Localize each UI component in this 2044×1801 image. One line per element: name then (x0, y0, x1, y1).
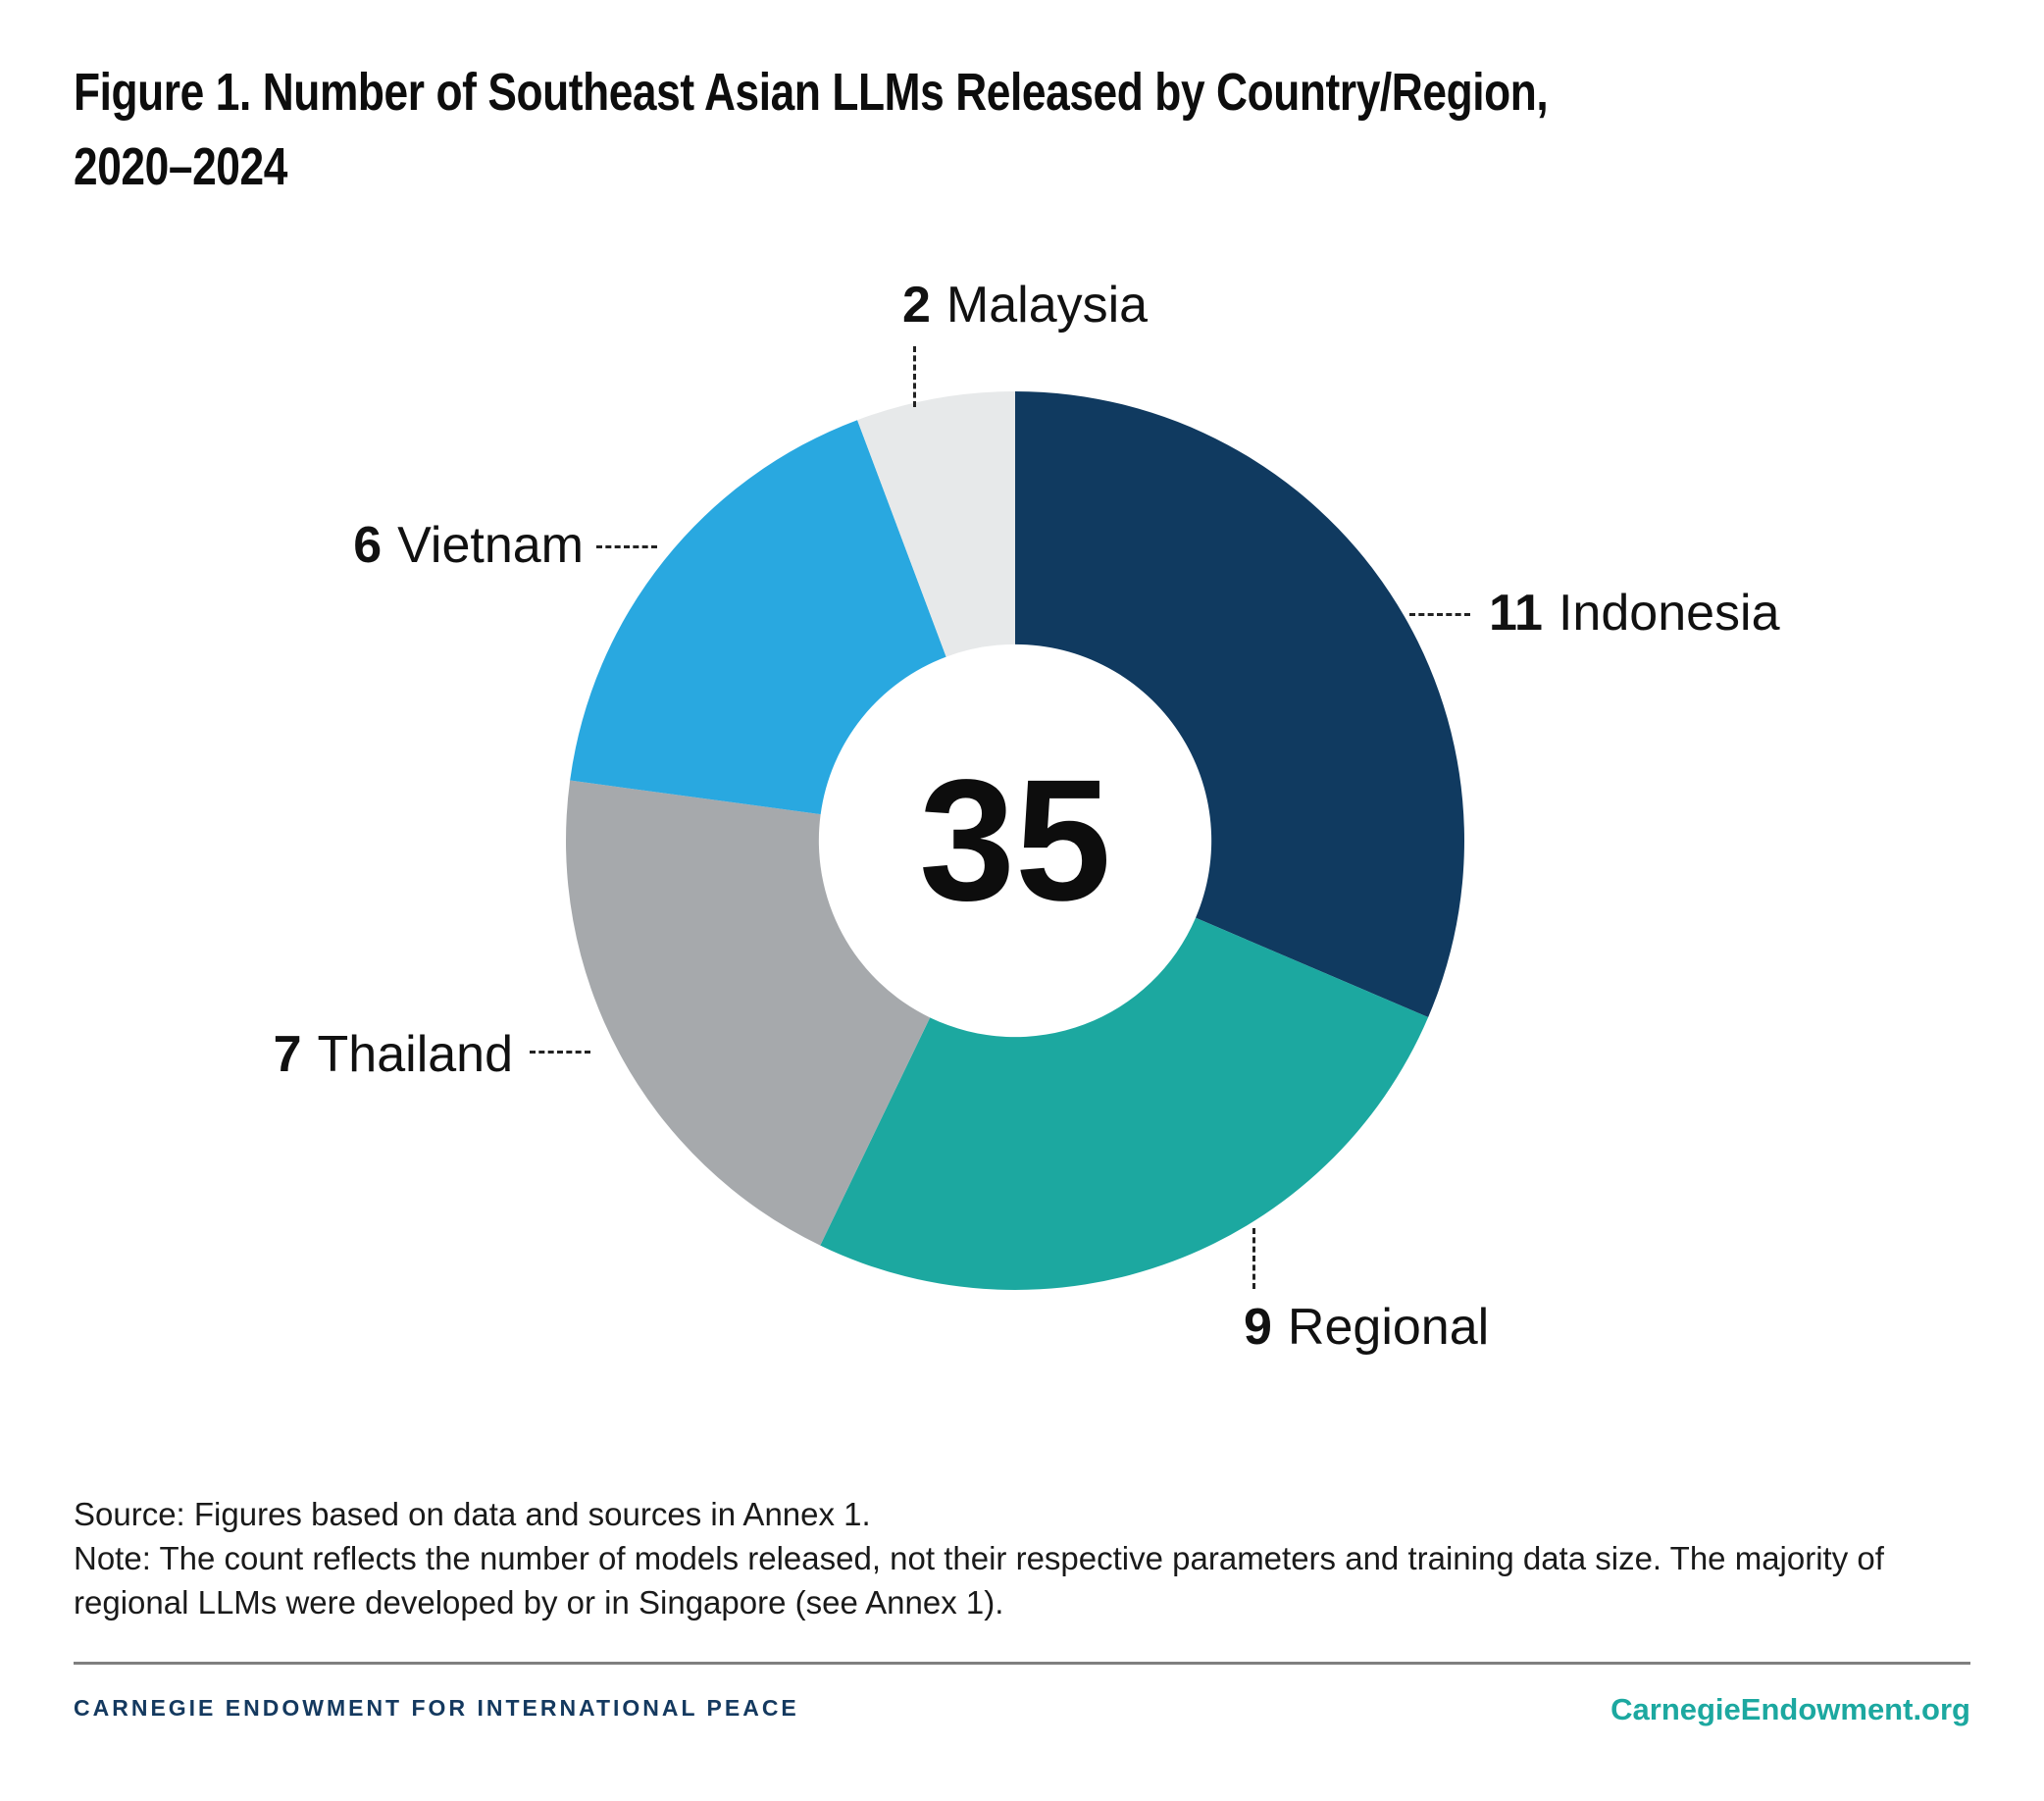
slice-value-malaysia: 2 (902, 277, 931, 334)
leader-line-thailand (530, 1051, 590, 1054)
donut-center-total: 35 (919, 745, 1111, 937)
footer-divider (74, 1662, 1970, 1665)
slice-name-vietnam: Vietnam (397, 517, 584, 574)
slice-value-indonesia: 11 (1489, 585, 1543, 642)
figure-title-line-2: 2020–2024 (74, 137, 287, 196)
footer-org-name: CARNEGIE ENDOWMENT FOR INTERNATIONAL PEA… (74, 1695, 799, 1721)
slice-label-regional: 9 Regional (1244, 1299, 1489, 1356)
slice-label-indonesia: 11 Indonesia (1489, 585, 1780, 642)
note-text: Note: The count reflects the number of m… (74, 1540, 1884, 1621)
leader-line-regional (1252, 1228, 1255, 1289)
slice-value-thailand: 7 (273, 1026, 302, 1083)
slice-name-regional: Regional (1287, 1299, 1490, 1356)
slice-name-malaysia: Malaysia (945, 277, 1149, 334)
slice-value-regional: 9 (1244, 1299, 1272, 1356)
slice-name-thailand: Thailand (317, 1026, 513, 1083)
slice-value-vietnam: 6 (353, 517, 383, 574)
donut-segment-malaysia (857, 391, 1015, 657)
footer-site-link[interactable]: CarnegieEndowment.org (1610, 1692, 1970, 1726)
figure-title: Figure 1. Number of Southeast Asian LLMs… (74, 55, 1549, 204)
slice-name-indonesia: Indonesia (1558, 585, 1780, 642)
slice-label-vietnam: 6 Vietnam (353, 517, 584, 574)
slice-label-thailand: 7 Thailand (274, 1026, 513, 1083)
figure-title-line-1: Figure 1. Number of Southeast Asian LLMs… (74, 63, 1549, 122)
donut-segment-vietnam (570, 420, 946, 815)
donut-segment-thailand (566, 780, 931, 1246)
donut-chart (566, 391, 1464, 1290)
leader-line-malaysia (913, 346, 916, 407)
slice-label-malaysia: 2 Malaysia (902, 277, 1148, 334)
donut-segment-regional (820, 917, 1429, 1290)
source-text: Source: Figures based on data and source… (74, 1496, 871, 1532)
leader-line-vietnam (596, 545, 657, 548)
leader-line-indonesia (1409, 613, 1470, 616)
notes-block: Source: Figures based on data and source… (74, 1492, 1992, 1624)
donut-segment-indonesia (1015, 391, 1464, 1018)
